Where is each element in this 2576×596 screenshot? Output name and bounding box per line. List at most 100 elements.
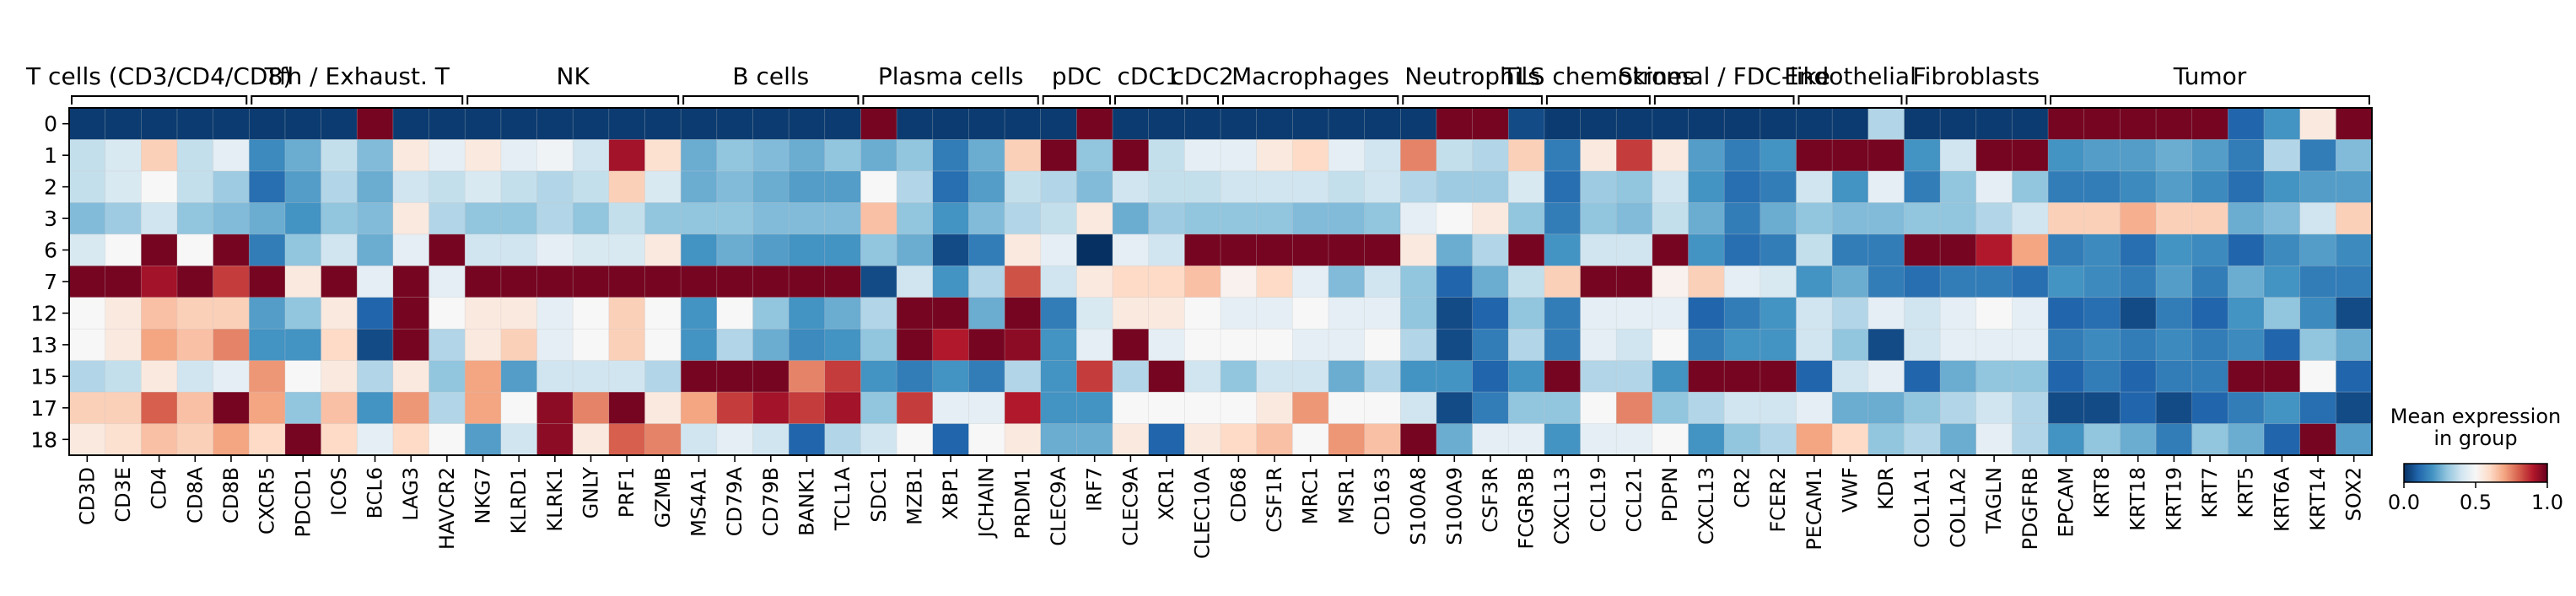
group-bracket <box>862 95 1039 105</box>
heatmap-cell <box>1436 392 1473 424</box>
heatmap-cell <box>428 108 466 140</box>
heatmap-cell <box>573 329 610 362</box>
heatmap-cell <box>1724 108 1761 140</box>
heatmap-cell <box>69 108 106 140</box>
heatmap-cell <box>1975 360 2013 393</box>
heatmap-cell <box>1760 329 1797 362</box>
heatmap-cell <box>2120 170 2157 203</box>
gene-label: PDPN <box>1658 467 1682 522</box>
heatmap-cell <box>213 423 250 456</box>
heatmap-cell <box>392 423 429 456</box>
heatmap-cell <box>1221 108 1258 140</box>
heatmap-cell <box>249 234 286 266</box>
heatmap-cell <box>1544 329 1581 362</box>
heatmap-cell <box>681 170 718 203</box>
heatmap-cell <box>2012 139 2049 172</box>
heatmap-cell <box>465 392 502 424</box>
heatmap-cell <box>1436 108 1473 140</box>
gene-label: XCR1 <box>1155 467 1178 520</box>
heatmap-cell <box>716 234 753 266</box>
heatmap-cell <box>284 297 321 330</box>
heatmap-cell <box>392 234 429 266</box>
gene-label: XBP1 <box>939 467 962 520</box>
heatmap-cell <box>1148 423 1185 456</box>
heatmap-cell <box>428 266 466 298</box>
colorbar-title: in group <box>2433 427 2517 450</box>
heatmap-cell <box>681 423 718 456</box>
heatmap-cell <box>2083 423 2121 456</box>
heatmap-cell <box>2228 297 2265 330</box>
heatmap-cell <box>1040 266 1077 298</box>
heatmap-cell <box>1472 202 1509 235</box>
heatmap-cell <box>1616 234 1653 266</box>
heatmap-cell <box>357 392 394 424</box>
heatmap-cell <box>500 234 537 266</box>
group-label: Tfh / Exhaust. T <box>264 62 450 90</box>
heatmap-cell <box>1005 234 1042 266</box>
heatmap-cell <box>1364 108 1401 140</box>
heatmap-cell <box>536 108 574 140</box>
heatmap-cell <box>1975 170 2013 203</box>
gene-label: MSR1 <box>1334 467 1358 524</box>
heatmap-cell <box>1472 297 1509 330</box>
heatmap-cell <box>1652 297 1689 330</box>
heatmap-cell <box>897 139 934 172</box>
heatmap-cell <box>321 266 358 298</box>
heatmap-cell <box>573 170 610 203</box>
heatmap-cell <box>1975 139 2013 172</box>
heatmap-cell <box>2012 329 2049 362</box>
heatmap-cell <box>897 266 934 298</box>
heatmap-cell <box>213 202 250 235</box>
heatmap-cell <box>897 360 934 393</box>
heatmap-cell <box>789 360 826 393</box>
heatmap-cell <box>789 297 826 330</box>
heatmap-cell <box>1148 202 1185 235</box>
heatmap-cell <box>824 360 861 393</box>
heatmap-cell <box>284 266 321 298</box>
heatmap-cell <box>2120 392 2157 424</box>
heatmap-cell <box>752 297 790 330</box>
heatmap-cell <box>716 202 753 235</box>
heatmap-cell <box>1940 139 1977 172</box>
heatmap-cell <box>644 392 682 424</box>
heatmap-cell <box>249 329 286 362</box>
group-bracket <box>682 95 860 105</box>
heatmap-cell <box>1904 108 1941 140</box>
gene-label: MS4A1 <box>687 467 710 537</box>
heatmap-cell <box>2120 139 2157 172</box>
heatmap-cell <box>2299 234 2336 266</box>
heatmap-cell <box>1508 423 1545 456</box>
heatmap-cell <box>1508 266 1545 298</box>
heatmap-cell <box>2156 329 2193 362</box>
heatmap-cell <box>1113 392 1150 424</box>
heatmap-cell <box>428 139 466 172</box>
heatmap-cell <box>752 139 790 172</box>
heatmap-cell <box>1005 297 1042 330</box>
heatmap-cell <box>1940 329 1977 362</box>
heatmap-cell <box>1148 139 1185 172</box>
heatmap-cell <box>824 329 861 362</box>
heatmap-cell <box>105 170 142 203</box>
heatmap-cell <box>2012 392 2049 424</box>
heatmap-cell <box>2120 360 2157 393</box>
gene-label: CD8B <box>219 467 243 524</box>
heatmap-cell <box>1328 139 1366 172</box>
group-label: Tumor <box>2173 62 2247 90</box>
heatmap-cell <box>860 360 897 393</box>
heatmap-cell <box>176 360 214 393</box>
heatmap-cell <box>1544 423 1581 456</box>
heatmap-cell <box>968 392 1005 424</box>
heatmap-cell <box>2336 329 2373 362</box>
heatmap-cell <box>1328 234 1366 266</box>
heatmap-cell <box>141 423 178 456</box>
heatmap-cell <box>69 423 106 456</box>
heatmap-cell <box>284 170 321 203</box>
group-bracket <box>1186 95 1219 105</box>
gene-label: JCHAIN <box>975 467 999 539</box>
heatmap-cell <box>681 139 718 172</box>
heatmap-cell <box>716 170 753 203</box>
heatmap-cell <box>752 423 790 456</box>
heatmap-cell <box>2048 392 2085 424</box>
heatmap-cell <box>1113 170 1150 203</box>
heatmap-cell <box>213 392 250 424</box>
